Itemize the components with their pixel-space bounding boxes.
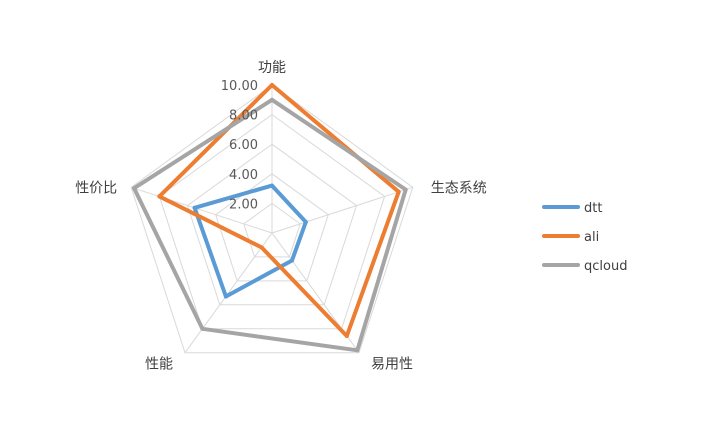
data-point-dtt-5	[192, 205, 197, 210]
data-point-dtt-3	[290, 258, 294, 263]
data-point-ali-2	[396, 189, 401, 194]
legend-label: ali	[584, 230, 599, 245]
grid-ring-5	[130, 84, 414, 354]
axis-label: 功能	[258, 60, 286, 76]
tick-label: 10.00	[221, 79, 258, 94]
grid-spoke-2	[271, 186, 413, 234]
tick-label: 6.00	[229, 138, 258, 153]
data-point-ali-3	[344, 334, 349, 338]
legend-item-qcloud: qcloud	[542, 259, 627, 274]
data-point-ali-1	[270, 83, 274, 87]
axis-label: 性价比	[75, 180, 117, 196]
grid-ring-2	[215, 173, 329, 282]
grid-spoke-5	[131, 186, 273, 234]
data-point-qcloud-1	[270, 97, 274, 102]
legend-label: dtt	[584, 201, 602, 216]
data-point-ali-4	[259, 245, 264, 250]
series-line-ali	[157, 83, 401, 338]
data-point-dtt-4	[223, 294, 228, 299]
axis-label: 生态系统	[431, 180, 487, 196]
data-point-dtt-2	[303, 220, 308, 224]
radar-series	[132, 83, 408, 353]
series-line-dtt	[192, 183, 308, 299]
tick-label: 8.00	[229, 109, 258, 124]
radar-tick-labels: 2.00 4.00 6.00 8.00 10.00	[221, 79, 258, 212]
data-point-qcloud-5	[132, 186, 137, 191]
data-point-qcloud-4	[200, 326, 205, 331]
axis-label: 性能	[145, 357, 173, 373]
data-point-qcloud-2	[403, 187, 408, 192]
data-point-dtt-1	[270, 183, 274, 188]
data-point-ali-5	[157, 194, 162, 199]
legend: dtt ali qcloud	[542, 201, 627, 274]
legend-item-ali: ali	[542, 230, 599, 245]
legend-label: qcloud	[584, 259, 627, 274]
tick-label: 2.00	[229, 197, 258, 212]
series-line-qcloud	[132, 97, 408, 353]
legend-item-dtt: dtt	[542, 201, 602, 216]
grid-ring-4	[158, 113, 386, 330]
data-point-qcloud-3	[355, 348, 360, 353]
tick-label: 4.00	[229, 168, 258, 183]
axis-label: 易用性	[371, 357, 413, 373]
grid-ring-3	[186, 143, 358, 306]
